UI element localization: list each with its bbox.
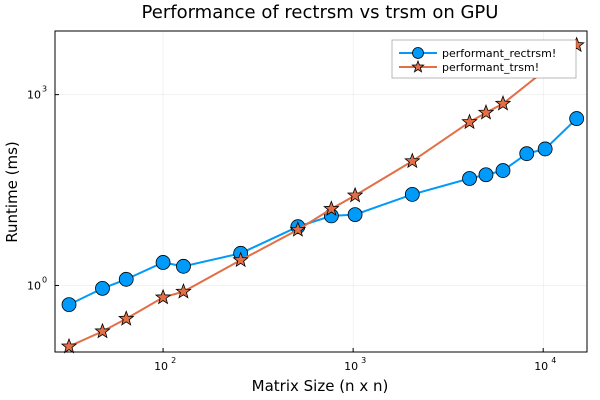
x-tick-label: 10 bbox=[534, 360, 548, 373]
data-point bbox=[478, 167, 494, 183]
y-axis-ticks: 10 010 3 bbox=[27, 85, 59, 292]
x-tick-exponent: 2 bbox=[171, 356, 176, 365]
data-point bbox=[61, 297, 77, 313]
data-point bbox=[569, 111, 585, 126]
y-tick-exponent: 0 bbox=[42, 275, 47, 284]
data-point bbox=[176, 258, 191, 274]
series-line bbox=[68, 44, 578, 348]
x-axis-ticks: 10 2 10 3 10 4 bbox=[154, 348, 556, 373]
chart-title: Performance of rectrsm vs trsm on GPU bbox=[142, 2, 499, 23]
data-point bbox=[461, 113, 478, 130]
legend-label: performant_trsm! bbox=[442, 61, 539, 74]
data-point bbox=[495, 163, 511, 178]
x-tick-label: 10 bbox=[154, 360, 168, 373]
y-tick-label: 10 bbox=[27, 89, 41, 102]
data-point bbox=[537, 141, 553, 157]
data-point bbox=[462, 171, 477, 186]
x-axis-label: Matrix Size (n x n) bbox=[252, 377, 389, 395]
legend-marker bbox=[412, 47, 424, 59]
data-point bbox=[95, 280, 110, 296]
x-tick-exponent: 3 bbox=[361, 356, 366, 365]
data-point bbox=[289, 221, 307, 237]
legend-marker bbox=[411, 59, 425, 73]
data-point bbox=[346, 186, 364, 203]
data-point bbox=[232, 251, 249, 268]
y-tick-exponent: 3 bbox=[42, 85, 47, 94]
plot-area bbox=[54, 30, 588, 353]
data-point bbox=[519, 146, 535, 162]
data-point bbox=[494, 95, 512, 111]
x-tick-label: 10 bbox=[344, 360, 358, 373]
series-2 bbox=[60, 36, 585, 354]
data-point bbox=[175, 282, 192, 299]
y-axis-label: Runtime (ms) bbox=[3, 141, 21, 243]
series-1 bbox=[61, 111, 585, 313]
data-point bbox=[477, 104, 495, 120]
data-point bbox=[118, 310, 135, 326]
legend-label: performant_rectrsm! bbox=[442, 47, 556, 60]
data-point bbox=[154, 288, 172, 305]
data-point bbox=[118, 271, 134, 287]
data-point bbox=[404, 152, 421, 169]
y-tick-label: 10 bbox=[27, 279, 41, 292]
data-point bbox=[60, 337, 78, 354]
data-point bbox=[94, 322, 111, 339]
grid bbox=[55, 31, 587, 352]
data-point bbox=[323, 200, 340, 216]
data-point bbox=[404, 187, 420, 202]
data-point bbox=[347, 207, 363, 223]
series-layer bbox=[60, 36, 585, 354]
data-point bbox=[155, 255, 171, 270]
legend-box bbox=[391, 39, 577, 79]
series-line bbox=[68, 117, 578, 306]
x-tick-exponent: 4 bbox=[551, 356, 556, 365]
legend: performant_rectrsm!performant_trsm! bbox=[391, 39, 577, 79]
